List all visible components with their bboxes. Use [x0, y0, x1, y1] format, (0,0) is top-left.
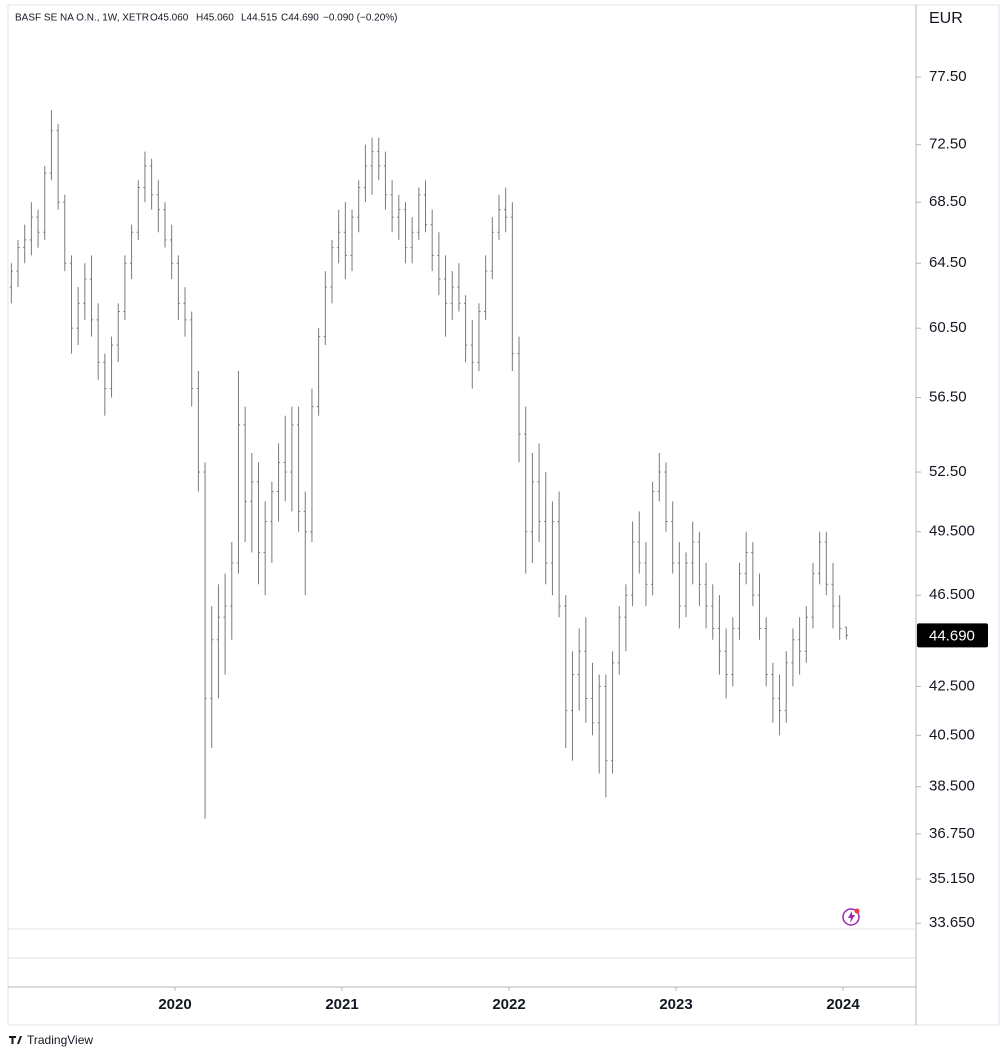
y-tick-label: 72.50 [929, 136, 967, 153]
icon-bolt [848, 911, 855, 923]
x-tick-label: 2020 [158, 996, 191, 1013]
logo-text: TradingView [27, 1033, 93, 1047]
y-tick-label: 33.650 [929, 914, 975, 931]
y-tick-label: 56.50 [929, 389, 967, 406]
logo[interactable]: TradingView [9, 1033, 93, 1047]
y-tick-label: 36.750 [929, 825, 975, 842]
y-tick-label: 40.500 [929, 726, 975, 743]
high-value: H45.060 [196, 13, 234, 24]
x-tick-label: 2023 [659, 996, 692, 1013]
change-value: −0.090 (−0.20%) [323, 13, 398, 24]
alert-icon[interactable] [842, 908, 860, 926]
y-tick-label: 38.500 [929, 778, 975, 795]
last-price-box [917, 623, 988, 648]
icon-dot [854, 908, 860, 914]
open-value: O45.060 [150, 13, 189, 24]
x-tick-label: 2022 [492, 996, 525, 1013]
x-tick-label: 2021 [325, 996, 358, 1013]
y-tick-label: 52.50 [929, 463, 967, 480]
x-tick-label: 2024 [826, 996, 860, 1013]
y-tick-label: 35.150 [929, 870, 975, 887]
y-tick-label: 49.500 [929, 523, 975, 540]
icon-ring [842, 908, 860, 926]
last-price-label: 44.690 [929, 627, 975, 644]
header: BASF SE NA O.N., 1W, XETR O45.060 H45.06… [15, 13, 398, 24]
frame [7, 4, 1000, 1026]
low-value: L44.515 [241, 13, 278, 24]
bars [9, 110, 848, 819]
y-tick-label: 77.50 [929, 68, 967, 85]
y-tick-label: 60.50 [929, 319, 967, 336]
y-tick-label: 46.500 [929, 586, 975, 603]
y-tick-label: 64.50 [929, 254, 967, 271]
currency[interactable]: EUR [929, 10, 963, 27]
y-tick-label: 68.50 [929, 193, 967, 210]
y-tick-label: 42.500 [929, 677, 975, 694]
close-value: C44.690 [281, 13, 319, 24]
symbol: BASF SE NA O.N., 1W, XETR [15, 13, 149, 24]
logo-mark [9, 1036, 22, 1044]
